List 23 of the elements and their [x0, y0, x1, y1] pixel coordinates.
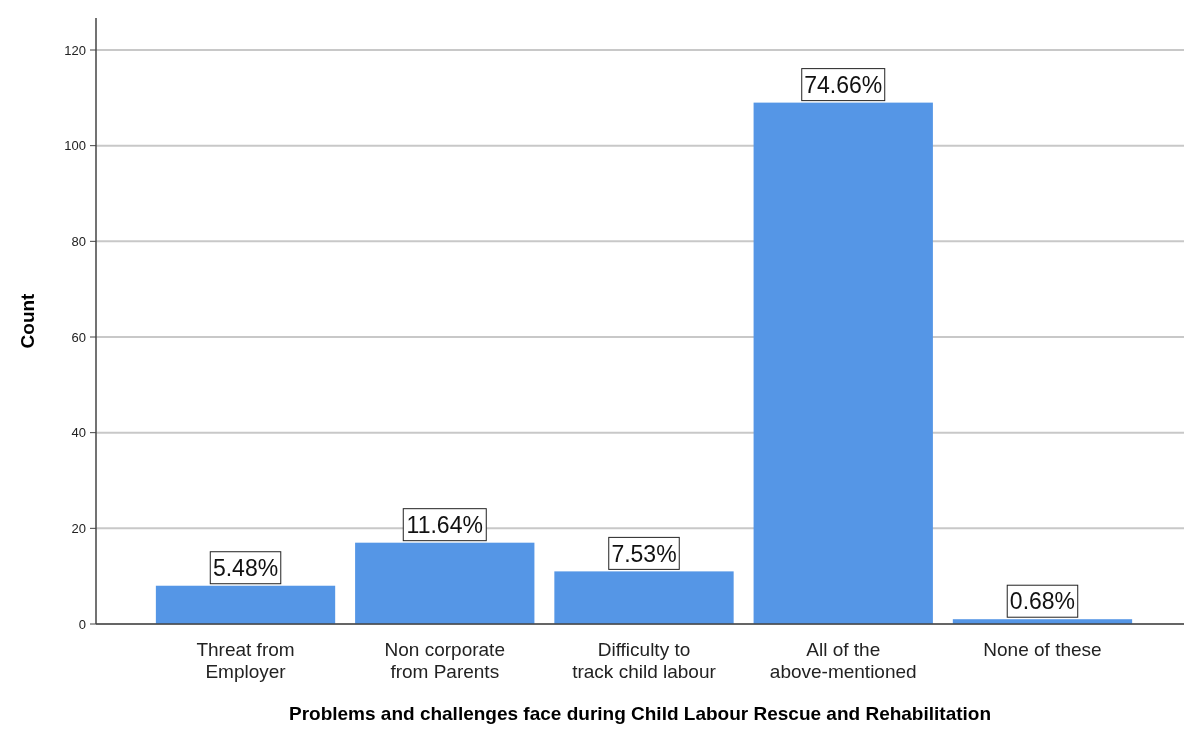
bar — [355, 542, 535, 624]
y-tick-label: 100 — [64, 138, 86, 154]
annotation: 0.68% — [1009, 588, 1076, 615]
annotation: 74.66% — [804, 71, 883, 98]
bar — [554, 571, 734, 624]
y-tick-label: 60 — [71, 329, 86, 345]
annotation: 5.48% — [212, 555, 279, 582]
x-tick-label: None of these — [983, 639, 1102, 660]
x-tick-label: Difficulty to track child labour — [572, 639, 717, 682]
y-tick-label: 80 — [71, 233, 86, 249]
bar — [753, 102, 933, 624]
y-tick-label: 40 — [71, 425, 86, 441]
x-tick-label: Non corporate from Parents — [384, 639, 505, 682]
y-tick-label: 20 — [71, 520, 86, 536]
y-axis-title: Count — [17, 292, 38, 349]
bar — [155, 585, 336, 624]
y-tick-label: 120 — [64, 42, 86, 58]
x-tick-label: All of the above-mentioned — [769, 639, 917, 682]
x-axis-title: Problems and challenges face during Child Labour Rescue and Rehabilitation — [288, 703, 992, 724]
annotation: 11.64% — [406, 511, 483, 538]
y-tick-label: 0 — [78, 616, 86, 632]
annotation: 7.53% — [611, 540, 677, 567]
x-tick-label: Threat from Employer — [196, 639, 295, 682]
